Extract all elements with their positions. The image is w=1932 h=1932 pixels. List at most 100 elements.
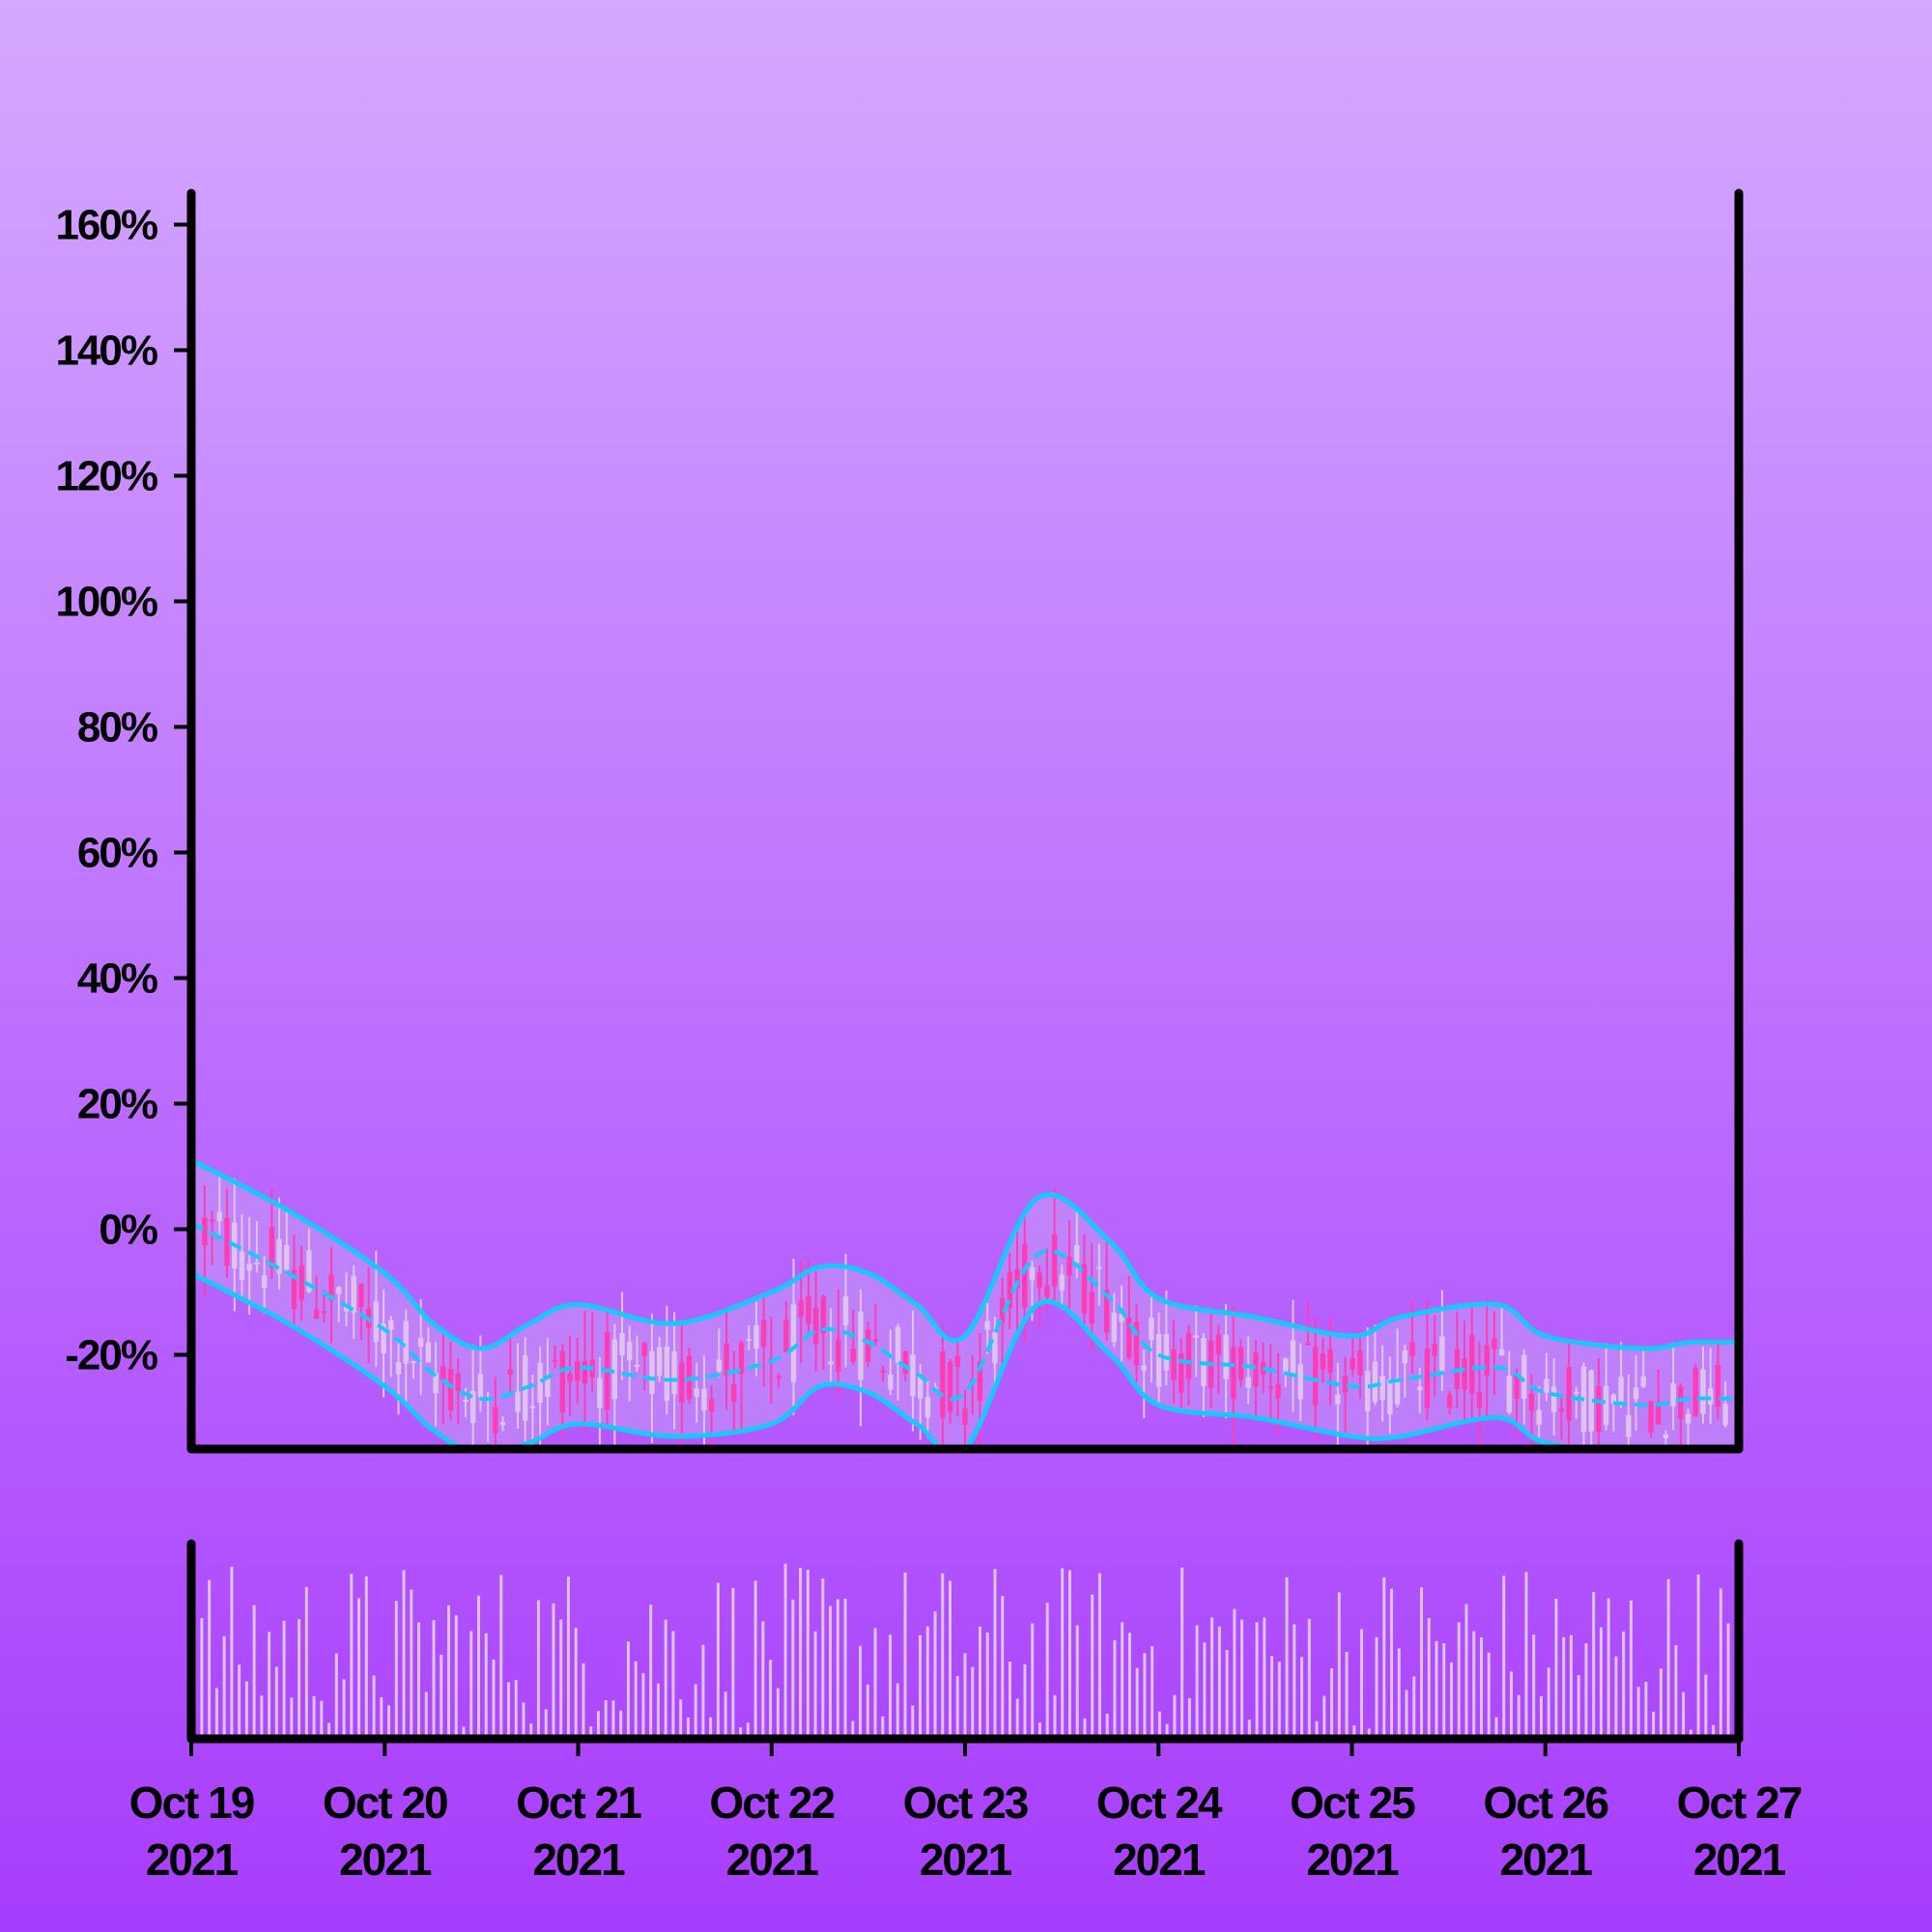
volume-bar	[1539, 1695, 1543, 1739]
candle-body	[924, 1397, 931, 1418]
candle-body	[731, 1383, 737, 1403]
x-tick-label-year: 2021	[726, 1834, 819, 1885]
x-tick-label-date: Oct 26	[1483, 1777, 1607, 1828]
candle-body	[1066, 1257, 1072, 1276]
volume-bar	[1173, 1694, 1177, 1739]
candle-body	[1231, 1347, 1236, 1399]
volume-bar	[350, 1574, 354, 1739]
volume-bar	[709, 1717, 713, 1739]
volume-bar	[925, 1626, 929, 1739]
candle-body	[343, 1306, 350, 1312]
candle-body	[760, 1320, 767, 1348]
volume-bar	[1121, 1622, 1124, 1739]
volume-bar	[1001, 1596, 1005, 1739]
volume-bar	[791, 1599, 795, 1739]
volume-bar	[559, 1619, 563, 1739]
candle-body	[529, 1406, 536, 1408]
volume-bar	[1097, 1573, 1101, 1739]
volume-bar	[1397, 1648, 1401, 1739]
volume-bar	[1644, 1682, 1648, 1739]
candle-body	[1089, 1292, 1094, 1324]
candle-body	[493, 1406, 498, 1434]
x-tick-label-date: Oct 20	[323, 1777, 447, 1828]
volume-bar	[1494, 1717, 1498, 1739]
candle-body	[216, 1211, 222, 1222]
volume-bar	[664, 1619, 668, 1739]
volume-bar	[394, 1601, 398, 1739]
x-tick-label-year: 2021	[339, 1834, 432, 1885]
candle-body	[403, 1321, 409, 1364]
volume-bar	[1450, 1662, 1454, 1739]
candle-body	[812, 1307, 819, 1345]
candle-body	[1402, 1350, 1408, 1364]
volume-bar	[402, 1570, 406, 1739]
volume-bar	[1127, 1633, 1131, 1739]
volume-bar	[1247, 1719, 1251, 1739]
candle-body	[1357, 1350, 1363, 1376]
candle-body	[850, 1348, 856, 1362]
candle-body	[1387, 1378, 1393, 1415]
candle-body	[1014, 1268, 1020, 1290]
volume-bar	[424, 1691, 428, 1739]
volume-bar	[1053, 1694, 1057, 1739]
x-tick-label-year: 2021	[1306, 1834, 1399, 1885]
candle-body	[1514, 1374, 1520, 1399]
candle-body	[1059, 1274, 1065, 1291]
candle-body	[1528, 1393, 1535, 1411]
volume-bar	[342, 1679, 346, 1739]
candle-body	[858, 1311, 864, 1380]
candle-body	[1335, 1394, 1341, 1405]
candle-body	[1044, 1285, 1050, 1297]
x-tick-label-date: Oct 19	[129, 1777, 254, 1828]
candle-body	[1126, 1318, 1132, 1359]
candle-body	[679, 1362, 685, 1404]
candle-body	[806, 1295, 811, 1325]
volume-bar	[1696, 1574, 1700, 1739]
candle-body	[537, 1362, 543, 1404]
volume-bar	[859, 1645, 863, 1739]
candle-body	[425, 1342, 432, 1363]
candle-body	[559, 1350, 565, 1413]
candle-body	[954, 1355, 960, 1368]
volume-bar	[694, 1684, 697, 1739]
y-tick-label: 20%	[77, 1081, 157, 1128]
volume-bar	[1091, 1594, 1094, 1739]
candle-body	[872, 1339, 879, 1342]
volume-bar	[1532, 1634, 1536, 1739]
candle-body	[1245, 1377, 1251, 1388]
volume-bar	[417, 1622, 421, 1739]
candle-body	[880, 1370, 886, 1373]
candle-body	[545, 1377, 551, 1398]
volume-bar	[1412, 1676, 1416, 1739]
candle-body	[1111, 1312, 1118, 1343]
candle-body	[499, 1422, 506, 1426]
candle-body	[597, 1378, 603, 1408]
bollinger-middle-line	[191, 1221, 1739, 1407]
candle-body	[1253, 1352, 1259, 1387]
candle-body	[820, 1296, 827, 1334]
candle-body	[724, 1343, 729, 1376]
volume-bar	[656, 1683, 660, 1739]
candle-body	[1051, 1234, 1058, 1287]
volume-bar	[1457, 1622, 1461, 1739]
volume-bar	[1337, 1592, 1341, 1739]
volume-bar	[268, 1632, 271, 1739]
volume-bar	[611, 1700, 615, 1739]
candle-body	[1610, 1394, 1617, 1405]
x-tick-label-year: 2021	[146, 1834, 239, 1885]
volume-bar	[476, 1595, 480, 1739]
candle-body	[1215, 1334, 1222, 1355]
volume-bar	[1606, 1598, 1610, 1739]
volume-bar	[783, 1563, 787, 1739]
candle-body	[716, 1359, 723, 1372]
candle-body	[999, 1297, 1006, 1323]
volume-bar	[238, 1664, 242, 1739]
volume-bar	[851, 1720, 855, 1739]
volume-bar	[634, 1661, 638, 1739]
y-tick-label: 60%	[77, 830, 157, 877]
volume-bar	[380, 1697, 384, 1739]
volume-bar	[1067, 1570, 1071, 1739]
volume-bar	[1666, 1578, 1670, 1739]
volume-bar	[372, 1675, 376, 1739]
